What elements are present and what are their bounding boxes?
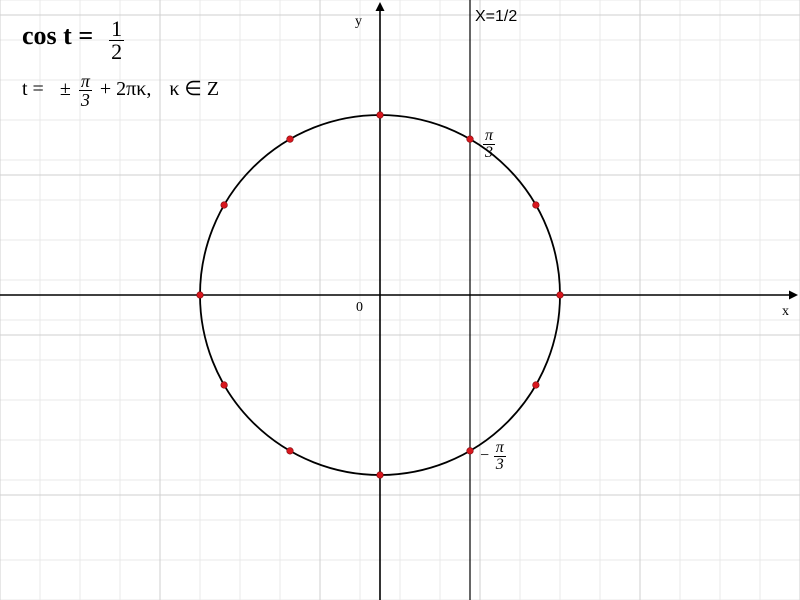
angle-label-upper: π 3	[483, 128, 495, 161]
solution-frac-num: π	[79, 72, 92, 90]
vline-label: X=1/2	[475, 8, 517, 26]
solution-kappa-in-z: κ ∈ Z	[169, 78, 219, 100]
x-axis-label: х	[782, 304, 789, 320]
solution-pm: ±	[60, 78, 71, 100]
equation-cos-t: cos t = 1 2	[22, 18, 124, 63]
y-axis-label: у	[355, 14, 362, 30]
solution-prefix: t =	[22, 78, 44, 100]
solution-frac-den: 3	[79, 90, 92, 109]
solution-line: t = ± π 3 + 2πκ, κ ∈ Z	[22, 72, 219, 109]
equation-rhs-den: 2	[109, 40, 124, 63]
angle-label-lower: − π 3	[479, 440, 506, 473]
equation-rhs-num: 1	[109, 18, 124, 40]
origin-label: 0	[356, 300, 363, 316]
solution-plus2pik: + 2πκ,	[100, 78, 151, 100]
equation-lhs: cos t =	[22, 21, 93, 50]
